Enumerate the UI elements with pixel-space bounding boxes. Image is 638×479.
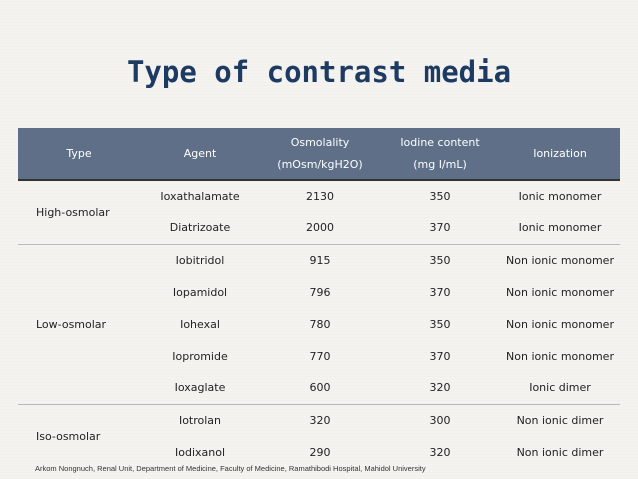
slide-title: Type of contrast media xyxy=(126,55,512,89)
header-ionization: Ionization xyxy=(500,128,620,180)
cell-iodine: 320 xyxy=(429,445,451,459)
table-row: Iopromide 770 370 Non ionic monomer xyxy=(18,340,620,372)
cell-osmolality: 320 xyxy=(260,403,380,436)
header-iodine: Iodine content (mg I/mL) xyxy=(380,128,500,180)
cell-agent: Iobitridol xyxy=(140,243,260,276)
table-row: Iso-osmolar Iotrolan 320 300 Non ionic dimer xyxy=(18,403,620,468)
cell-osmolality: 780 xyxy=(309,317,331,331)
cell-osmolality: 290 xyxy=(309,445,331,459)
cell-osmolality: 796 xyxy=(309,285,331,299)
cell-agent: Iopamidol xyxy=(172,285,228,299)
cell-osmolality: 600 xyxy=(309,381,331,395)
cell-agent: Iotrolan xyxy=(140,403,260,436)
cell-iodine: 370 xyxy=(429,349,451,363)
cell-type: Low-osmolar xyxy=(18,243,140,404)
cell-ionization: Non ionic dimer xyxy=(500,403,620,436)
cell-osmolality: 770 xyxy=(309,349,331,363)
cell-iodine: 350 xyxy=(380,243,500,276)
cell-iodine: 350 xyxy=(380,179,500,212)
table-header-row: Type Agent Osmolality (mOsm/kgH2O) Iodin… xyxy=(18,128,620,180)
table-row: Diatrizoate 2000 370 Ionic monomer xyxy=(18,212,620,244)
cell-type: Iso-osmolar xyxy=(18,403,140,468)
cell-iodine: 370 xyxy=(429,285,451,299)
cell-iodine: 350 xyxy=(429,317,451,331)
cell-agent: Iodixanol xyxy=(174,445,226,459)
cell-iodine: 370 xyxy=(429,221,451,235)
header-agent: Agent xyxy=(140,128,260,180)
table-row: Ioxaglate 600 320 Ionic dimer xyxy=(18,372,620,404)
footer-credit: Arkom Nongnuch, Renal Unit, Department o… xyxy=(35,464,426,473)
header-osmolality: Osmolality (mOsm/kgH2O) xyxy=(260,128,380,180)
cell-agent: Diatrizoate xyxy=(169,221,231,235)
table-row: Iodixanol 290 320 Non ionic dimer xyxy=(18,436,620,468)
cell-iodine: 320 xyxy=(429,381,451,395)
table-row: Iopamidol 796 370 Non ionic monomer xyxy=(18,276,620,308)
cell-iodine: 300 xyxy=(380,403,500,436)
header-iodine-line2: (mg I/mL) xyxy=(413,157,467,171)
cell-ionization: Non ionic monomer xyxy=(506,317,614,331)
cell-ionization: Non ionic monomer xyxy=(506,285,614,299)
header-osmolality-line1: Osmolality xyxy=(290,135,350,149)
header-iodine-line1: Iodine content xyxy=(400,135,480,149)
cell-agent: Ioxathalamate xyxy=(140,179,260,212)
cell-ionization: Ionic monomer xyxy=(500,179,620,212)
contrast-media-table: Type Agent Osmolality (mOsm/kgH2O) Iodin… xyxy=(18,128,620,468)
cell-agent: Iohexal xyxy=(180,317,220,331)
table-body: High-osmolar Ioxathalamate 2130 350 Ionic mo… xyxy=(18,179,620,468)
table-row: Iohexal 780 350 Non ionic monomer xyxy=(18,308,620,340)
cell-agent: Ioxaglate xyxy=(174,381,226,395)
cell-ionization: Non ionic monomer xyxy=(506,349,614,363)
cell-ionization: Ionic monomer xyxy=(518,221,602,235)
table-row: Low-osmolar Iobitridol 915 350 Non ionic mon… xyxy=(18,243,620,404)
cell-ionization: Ionic dimer xyxy=(529,381,591,395)
cell-ionization: Non ionic dimer xyxy=(516,445,604,459)
cell-ionization: Non ionic monomer xyxy=(500,243,620,276)
cell-type: High-osmolar xyxy=(18,179,140,244)
table-row: High-osmolar Ioxathalamate 2130 350 Ionic mo… xyxy=(18,179,620,244)
cell-osmolality: 915 xyxy=(260,243,380,276)
header-osmolality-line2: (mOsm/kgH2O) xyxy=(277,157,363,171)
cell-osmolality: 2000 xyxy=(306,221,334,235)
cell-agent: Iopromide xyxy=(172,349,228,363)
header-type: Type xyxy=(18,128,140,180)
cell-osmolality: 2130 xyxy=(260,179,380,212)
